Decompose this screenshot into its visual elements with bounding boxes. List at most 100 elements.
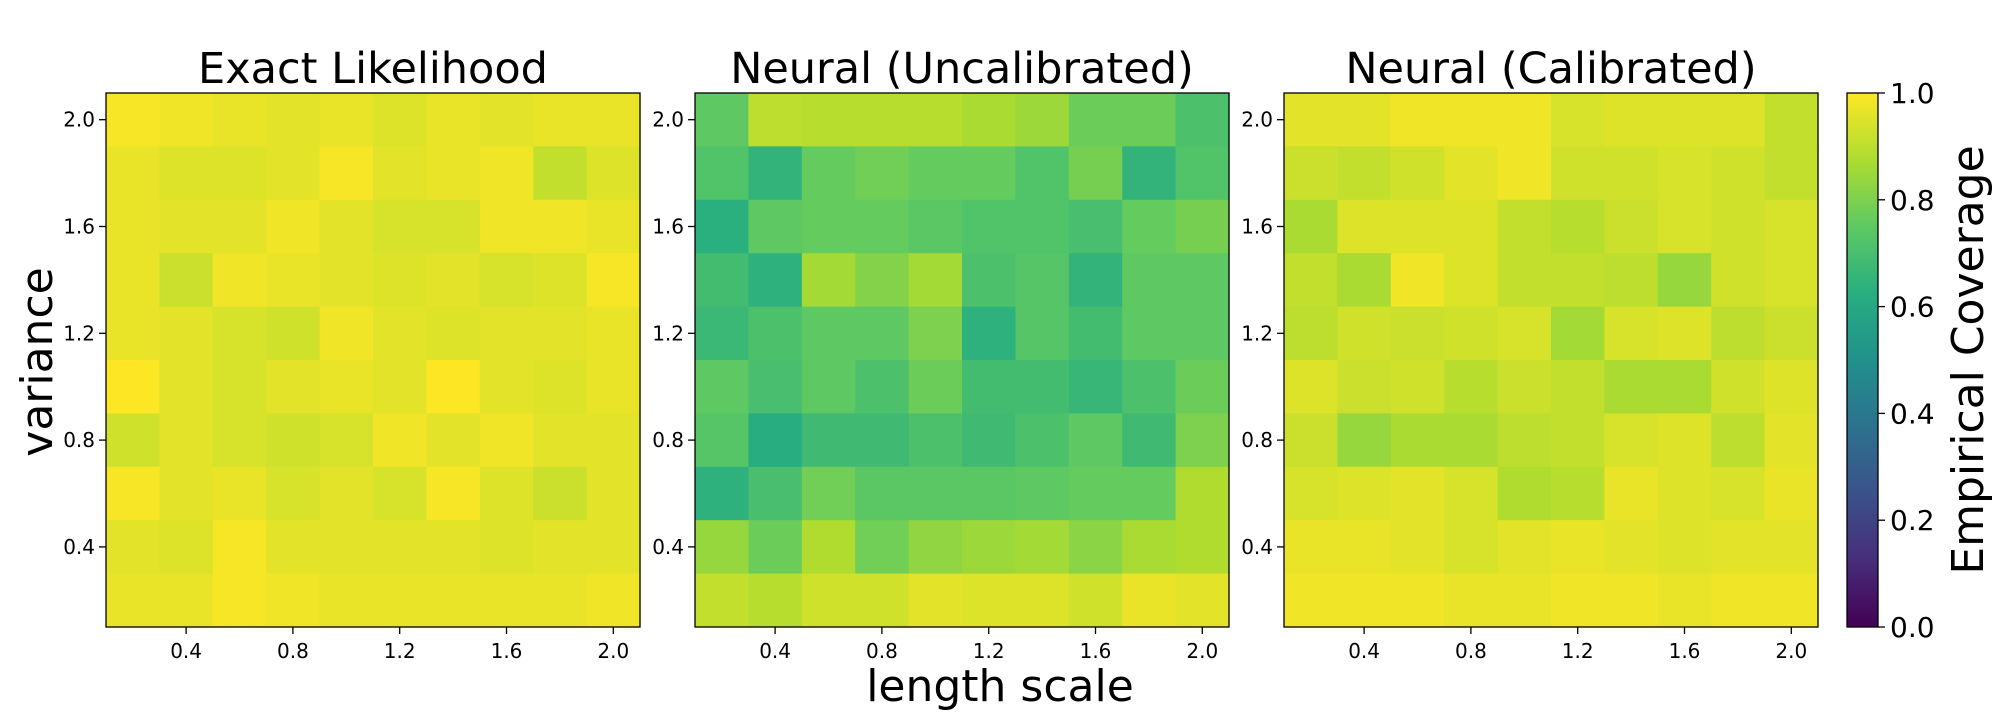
- heatmap-cell: [1015, 93, 1070, 147]
- heatmap-cell: [1444, 146, 1499, 201]
- heatmap-cell: [1657, 466, 1712, 521]
- heatmap-cell: [962, 199, 1016, 254]
- heatmap-cell: [1390, 146, 1445, 201]
- heatmap-cell: [479, 413, 534, 468]
- heatmap-cell: [479, 520, 534, 575]
- heatmap-cell: [695, 306, 749, 361]
- x-tick-label: 1.2: [384, 639, 416, 663]
- heatmap-cell: [1497, 573, 1552, 628]
- heatmap-cell: [1764, 413, 1819, 468]
- heatmap-cell: [319, 253, 374, 308]
- heatmap-cell: [1337, 413, 1392, 468]
- heatmap-cell: [1175, 146, 1230, 201]
- heatmap-cell: [1068, 146, 1123, 201]
- heatmap-cell: [586, 306, 641, 361]
- heatmap-cell: [1337, 466, 1392, 521]
- heatmap-cell: [426, 360, 481, 414]
- heatmap-cell: [106, 573, 160, 628]
- heatmap-cell: [1657, 306, 1712, 361]
- heatmap-cell: [1337, 93, 1392, 147]
- heatmap-cell: [695, 520, 749, 575]
- heatmap-cell: [962, 146, 1016, 201]
- y-tick-label: 0.4: [63, 535, 95, 559]
- heatmap-cell: [1497, 306, 1552, 361]
- heatmap-cell: [1175, 93, 1230, 147]
- heatmap-cell: [1068, 93, 1123, 147]
- heatmap-cell: [695, 573, 749, 628]
- heatmap-cell: [1444, 413, 1499, 468]
- heatmap-cell: [1284, 253, 1338, 308]
- heatmap-cell: [908, 93, 963, 147]
- heatmap-cell: [373, 573, 427, 628]
- heatmap-cell: [1337, 360, 1392, 414]
- heatmap-cell: [908, 306, 963, 361]
- y-tick-label: 0.8: [63, 428, 95, 452]
- heatmap-cell: [266, 253, 321, 308]
- heatmap-cell: [319, 520, 374, 575]
- heatmap-cell: [1604, 93, 1659, 147]
- heatmap-cell: [1122, 520, 1177, 575]
- heatmap-cell: [159, 520, 214, 575]
- heatmap-cell: [159, 573, 214, 628]
- heatmap-cell: [373, 360, 427, 414]
- heatmap-cell: [801, 93, 856, 147]
- heatmap-cell: [1711, 466, 1766, 521]
- heatmap-cell: [1497, 199, 1552, 254]
- heatmap-cell: [266, 93, 321, 147]
- heatmap-cell: [748, 520, 803, 575]
- heatmap-cell: [1764, 146, 1819, 201]
- heatmap-cell: [106, 306, 160, 361]
- colorbar-ticks: 0.0 0.2 0.4 0.6 0.8 1.0: [1878, 77, 1935, 644]
- heatmap-cell: [1444, 466, 1499, 521]
- heatmap-cell: [319, 199, 374, 254]
- heatmap-cell: [1068, 520, 1123, 575]
- heatmap-cell: [1657, 413, 1712, 468]
- colorbar-tick-label: 1.0: [1890, 77, 1935, 110]
- heatmap-cell: [1175, 253, 1230, 308]
- heatmap-cell: [426, 466, 481, 521]
- heatmap-cell: [1068, 413, 1123, 468]
- heatmap-cell: [962, 520, 1016, 575]
- heatmap-cell: [1015, 306, 1070, 361]
- heatmap-cell: [586, 93, 641, 147]
- heatmap-cell: [908, 199, 963, 254]
- heatmap-cell: [319, 466, 374, 521]
- heatmap-cell: [695, 93, 749, 147]
- colorbar-tick-label: 0.8: [1890, 184, 1935, 217]
- heatmap-cell: [962, 573, 1016, 628]
- heatmap-cell: [266, 360, 321, 414]
- heatmap-cell: [1068, 466, 1123, 521]
- heatmap-cell: [1551, 253, 1605, 308]
- heatmap-cell: [1175, 306, 1230, 361]
- heatmap-cell: [1711, 253, 1766, 308]
- heatmap-cell: [1337, 573, 1392, 628]
- heatmap-cell: [1764, 199, 1819, 254]
- heatmap-cell: [1284, 520, 1338, 575]
- heatmap-panel: Exact Likelihood 0.4 0.8 1.2 1.6 2.0 0.4 0.8 1.2…: [63, 44, 641, 663]
- heatmap-cell: [426, 520, 481, 575]
- heatmap-cell: [695, 413, 749, 468]
- heatmap-cell: [1711, 573, 1766, 628]
- heatmap-cell: [1497, 253, 1552, 308]
- x-tick-label: 0.8: [1455, 639, 1487, 663]
- heatmap-cell: [908, 360, 963, 414]
- heatmap-cell: [801, 360, 856, 414]
- heatmap-cell: [586, 413, 641, 468]
- heatmap-cell: [1015, 573, 1070, 628]
- heatmap-cell: [1284, 93, 1338, 147]
- heatmap-cell: [1551, 146, 1605, 201]
- heatmap-cell: [479, 573, 534, 628]
- x-tick-label: 0.4: [759, 639, 791, 663]
- heatmap-cell: [106, 93, 160, 147]
- heatmap-cell: [1604, 573, 1659, 628]
- heatmap-cell: [1551, 93, 1605, 147]
- heatmap-cell: [1604, 253, 1659, 308]
- heatmap-cell: [1122, 466, 1177, 521]
- heatmap-cell: [479, 146, 534, 201]
- heatmap-cell: [1497, 466, 1552, 521]
- heatmap-cell: [1551, 199, 1605, 254]
- heatmap-panel: Neural (Calibrated) 0.4 0.8 1.2 1.6 2.0 0.4 0.8…: [1241, 44, 1819, 663]
- heatmap-cell: [1711, 360, 1766, 414]
- colorbar-frame: [1846, 92, 1879, 628]
- heatmap-cell: [1390, 306, 1445, 361]
